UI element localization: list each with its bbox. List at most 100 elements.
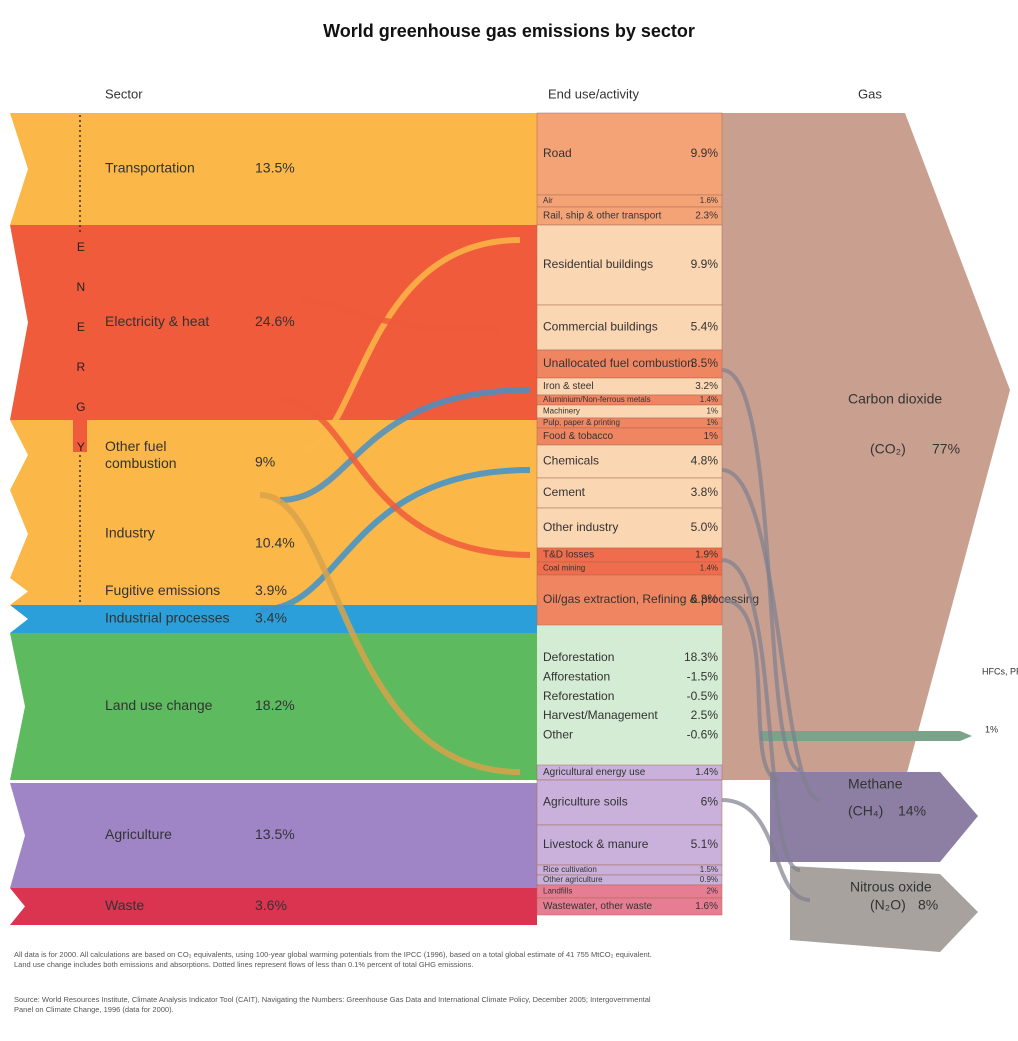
flow (279, 387, 531, 503)
land-use-label: Afforestation (543, 669, 610, 683)
end-use-value: 1.9% (695, 550, 718, 561)
sector-label: Other fuel combustion (105, 438, 177, 471)
gas-label: Nitrous oxide (850, 879, 932, 895)
land-use-value: -1.5% (687, 669, 719, 683)
end-use-label: Pulp, paper & printing (543, 418, 620, 427)
gas-label: Methane (848, 776, 903, 792)
sector-label: Industrial processes (105, 610, 230, 626)
end-use-label: Iron & steel (543, 381, 594, 392)
end-use-value: 0.9% (700, 875, 718, 884)
land-use-label: Reforestation (543, 689, 614, 703)
note: Source: World Resources Institute, Clima… (14, 995, 651, 1015)
land-use-value: -0.5% (687, 689, 719, 703)
end-use-value: 3.5% (691, 356, 719, 370)
end-use-value: 2% (706, 887, 718, 896)
end-use-value: 1.4% (700, 564, 718, 573)
sector-band (10, 113, 537, 225)
end-use-label: Food & tobacco (543, 431, 613, 442)
end-use-value: 3.2% (695, 381, 718, 392)
land-use-label: Deforestation (543, 650, 614, 664)
gas-label: Carbon dioxide (848, 391, 942, 407)
sector-label: Land use change (105, 697, 213, 713)
gas-flow (721, 468, 821, 802)
other-gas-arrow (760, 731, 972, 741)
other-gas-label: HFCs, PFCs, SF₆ (982, 666, 1018, 676)
sector-label: Fugitive emissions (105, 582, 220, 598)
sector-label: Industry (105, 525, 155, 541)
sector-value: 9% (255, 454, 275, 470)
sector-band (10, 225, 537, 420)
gas-flow (721, 598, 781, 782)
methane-band (770, 772, 978, 862)
land-use-label: Harvest/Management (543, 708, 658, 722)
end-use-label: T&D losses (543, 550, 594, 561)
end-use-label: Commercial buildings (543, 320, 658, 334)
end-use-label: Other industry (543, 520, 618, 534)
gas-value: 77% (932, 441, 960, 457)
end-use-label: Chemicals (543, 454, 599, 468)
end-use-value: 3.8% (691, 485, 719, 499)
sector-label: Waste (105, 897, 144, 913)
sector-value: 10.4% (255, 535, 295, 551)
end-use-row (536, 824, 723, 866)
note: All data is for 2000. All calculations a… (14, 950, 652, 970)
end-use-value: 1% (706, 407, 718, 416)
sector-label: Transportation (105, 160, 195, 176)
land-use-label: Other (543, 727, 573, 741)
gas-flow (721, 798, 811, 902)
end-use-value: 1.4% (695, 767, 718, 778)
end-use-row (536, 349, 723, 379)
sector-band (10, 783, 537, 888)
end-use-label: Aluminium/Non-ferrous metals (543, 395, 651, 404)
other-gas-value: 1% (985, 724, 998, 734)
header: Sector (105, 86, 143, 101)
end-use-row (536, 444, 723, 479)
end-use-label: Livestock & manure (543, 837, 649, 851)
sector-value: 13.5% (255, 826, 295, 842)
header: Gas (858, 86, 882, 101)
end-use-value: 6% (701, 795, 719, 809)
sector-band (10, 605, 537, 633)
end-use-label: Agricultural energy use (543, 767, 646, 778)
sector-value: 24.6% (255, 313, 295, 329)
end-use-row (536, 194, 723, 208)
end-use-row (536, 477, 723, 509)
land-use-value: 18.3% (684, 650, 718, 664)
end-use-label: Road (543, 146, 572, 160)
end-use-value: 5.0% (691, 520, 719, 534)
end-use-value: 1.5% (700, 865, 718, 874)
end-use-row (536, 779, 723, 826)
end-use-row (536, 507, 723, 549)
land-use-value: -0.6% (687, 727, 719, 741)
end-use-label: Coal mining (543, 564, 585, 573)
end-use-value: 4.8% (691, 454, 719, 468)
land-use-box (537, 625, 722, 765)
flow (299, 297, 501, 333)
sector-value: 13.5% (255, 160, 295, 176)
end-use-label: Agriculture soils (543, 795, 628, 809)
co2-band (722, 113, 1010, 780)
sector-value: 3.4% (255, 610, 287, 626)
energy-label: ENERGY (74, 240, 88, 480)
gas-formula: (N₂O) (870, 897, 906, 913)
end-use-label: Residential buildings (543, 257, 653, 271)
flow (259, 467, 531, 613)
end-use-label: Air (543, 196, 553, 205)
gas-formula: (CO₂) (870, 441, 906, 457)
end-use-row (536, 574, 723, 626)
flow (259, 492, 521, 775)
end-use-label: Machinery (543, 407, 580, 416)
end-use-label: Other agriculture (543, 875, 603, 884)
end-use-label: Landfills (543, 887, 572, 896)
flow (299, 237, 521, 453)
end-use-value: 1% (704, 431, 719, 442)
end-use-label: Rice cultivation (543, 865, 597, 874)
end-use-label: Rail, ship & other transport (543, 211, 662, 222)
gas-value: 8% (918, 897, 938, 913)
end-use-label: Wastewater, other waste (543, 901, 653, 912)
end-use-value: 1.6% (700, 196, 718, 205)
end-use-row (536, 224, 723, 306)
title: World greenhouse gas emissions by sector (323, 21, 695, 41)
gas-flow (721, 558, 801, 872)
end-use-value: 1.6% (695, 901, 718, 912)
